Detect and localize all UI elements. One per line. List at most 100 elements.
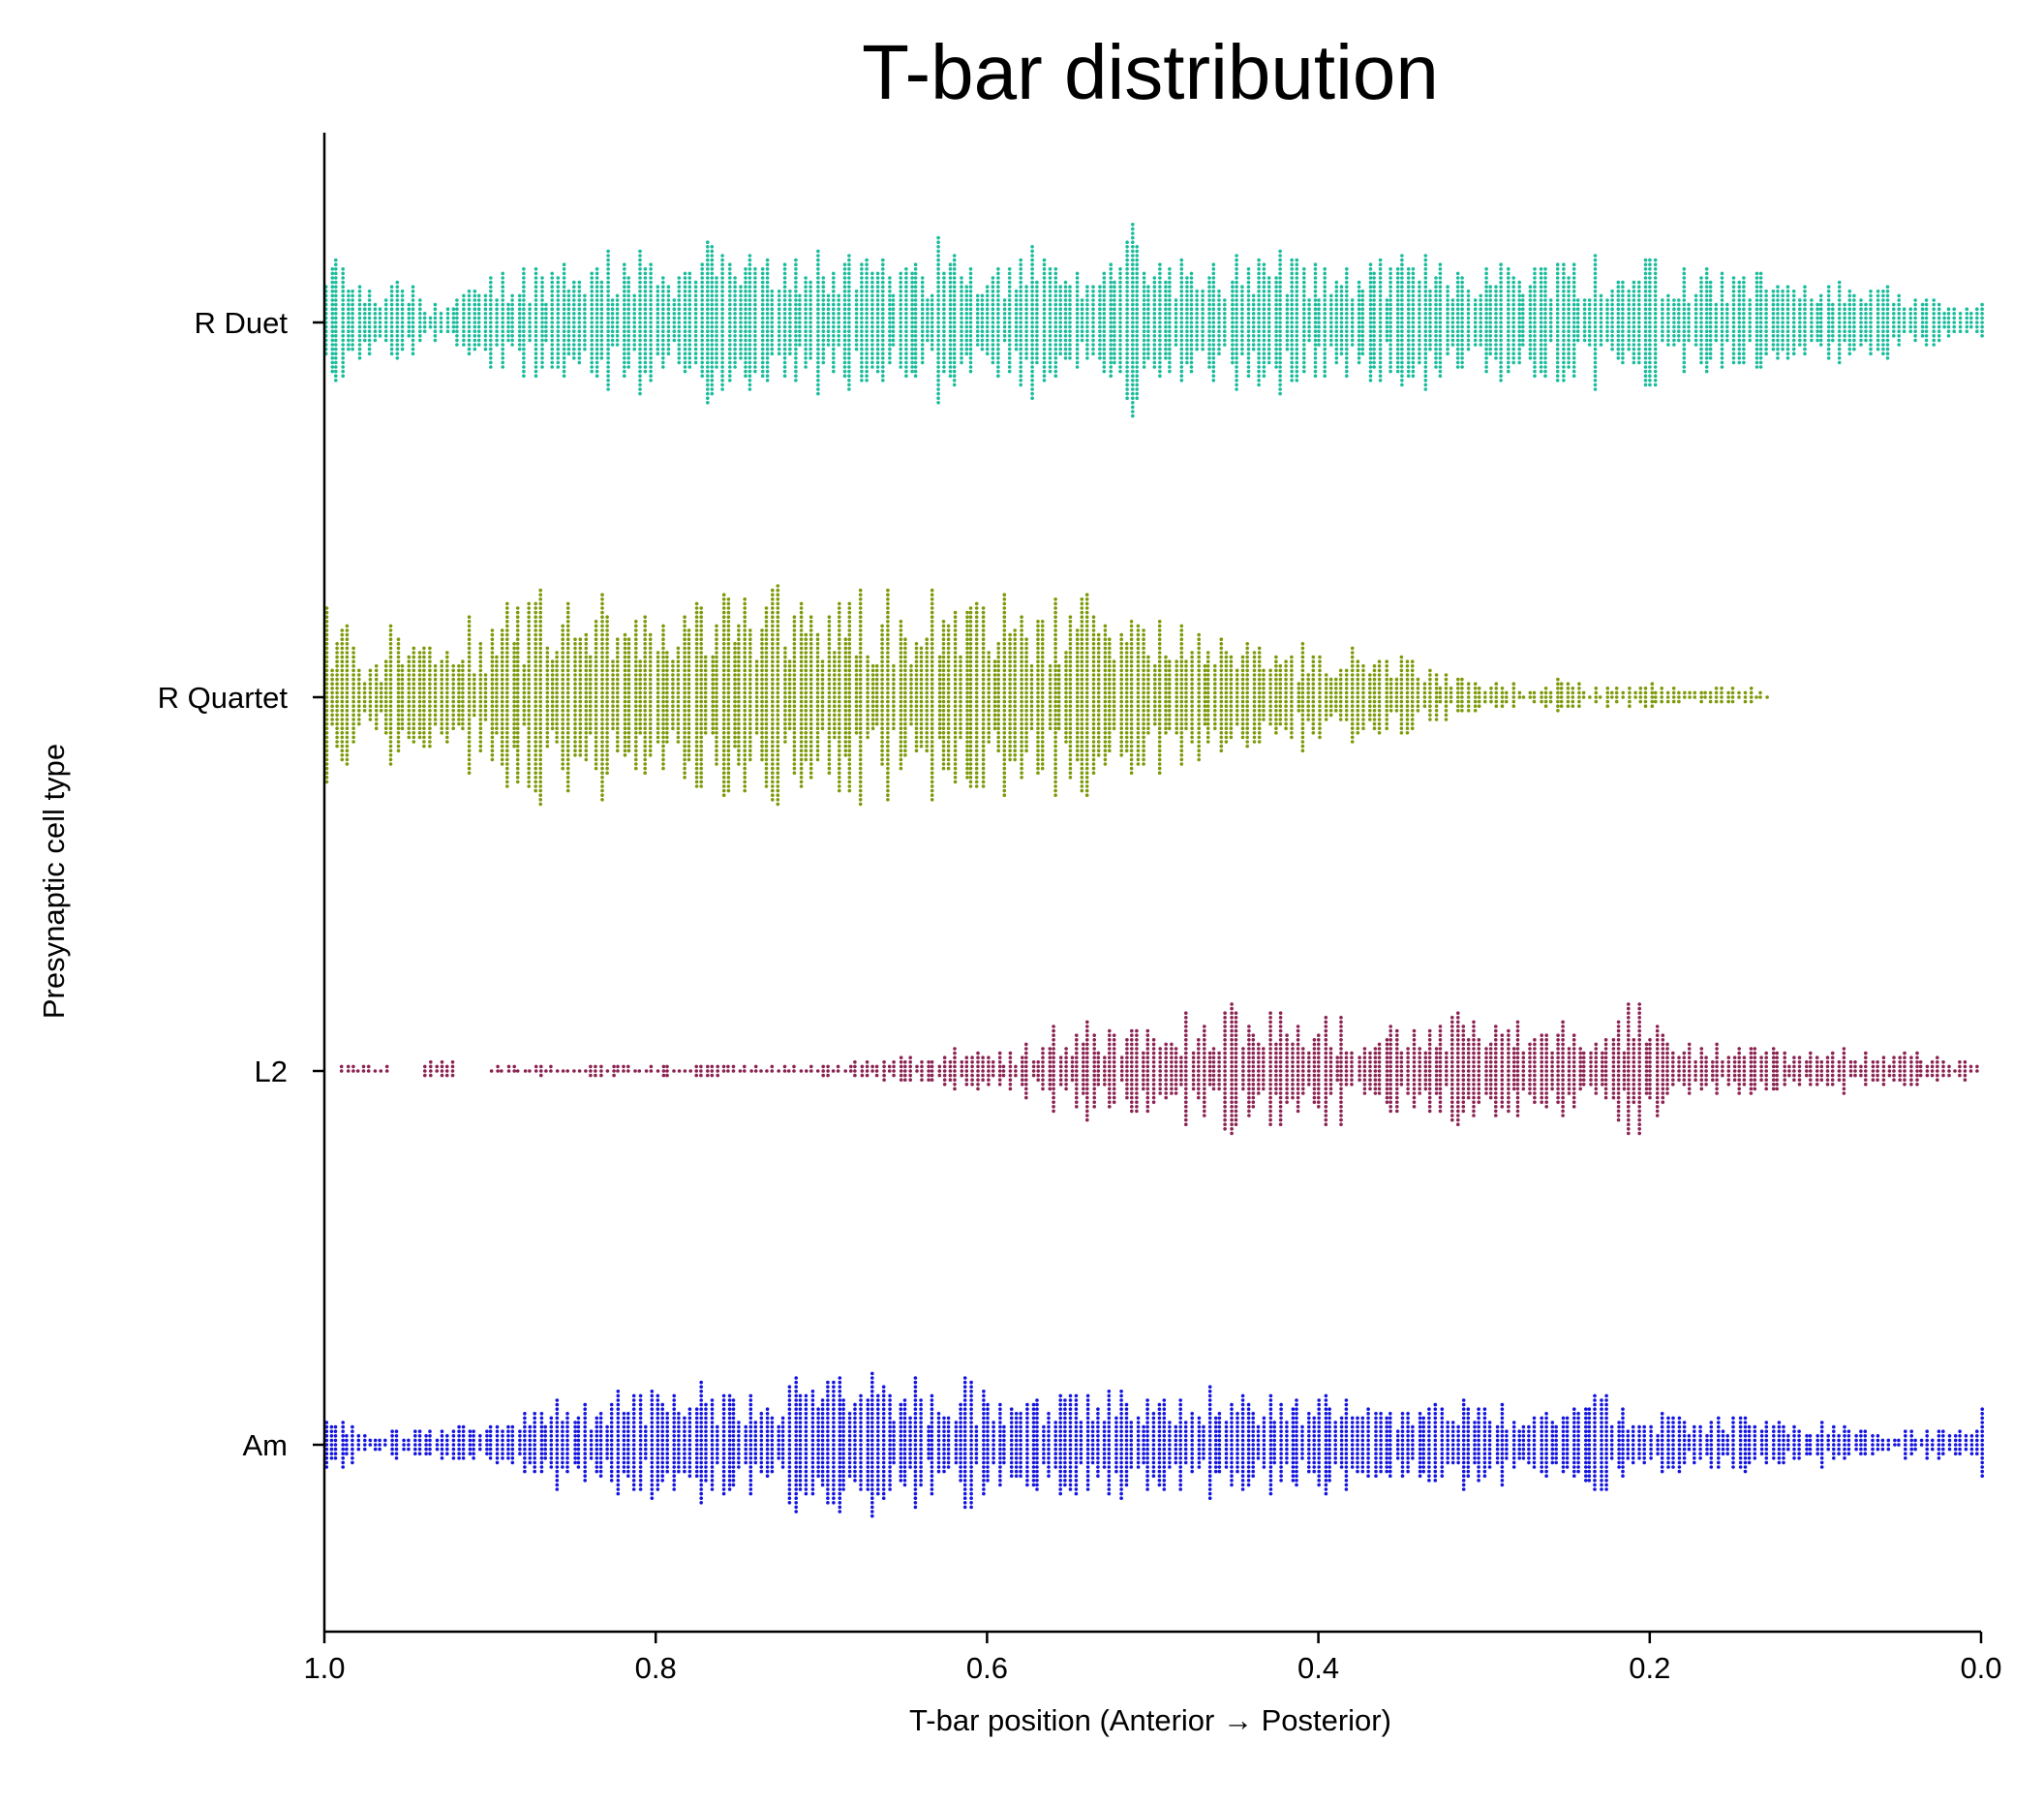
data-point [562,374,566,379]
data-point [1030,312,1034,316]
data-point [860,267,864,271]
data-point [1372,285,1376,290]
data-point [615,316,620,321]
data-point [930,321,934,324]
data-point [975,302,980,307]
data-point [881,343,885,347]
data-point [1567,307,1571,312]
data-point [991,338,995,343]
data-point [1257,356,1261,360]
data-point [747,334,752,338]
data-point [1048,369,1053,374]
data-point [638,258,642,262]
data-point [334,276,338,280]
data-point [577,329,582,334]
data-point [782,352,787,356]
data-point [980,293,985,298]
data-point [794,267,798,271]
data-point [649,280,653,285]
data-point [881,329,885,334]
data-point [1455,280,1460,285]
data-point [1290,338,1294,343]
data-point [1571,374,1576,379]
data-point [1610,324,1614,329]
data-point [765,343,770,347]
data-point [534,271,538,276]
data-point [842,312,847,316]
data-point [534,369,538,374]
data-point [837,316,840,321]
data-point [1643,321,1648,324]
data-point [1539,312,1543,316]
data-point [865,321,869,324]
data-point [476,293,481,298]
data-point [1339,312,1344,316]
data-point [728,271,732,276]
data-point [683,334,687,338]
data-point [1372,298,1376,302]
data-point [1035,356,1039,360]
data-point [455,334,459,338]
data-point [606,302,610,307]
data-point [528,302,532,307]
data-point [656,324,660,329]
data-point [710,334,715,338]
data-point [1460,365,1464,369]
data-point [595,276,599,280]
data-point [1400,360,1404,365]
data-point [577,360,582,365]
data-point [1484,285,1488,290]
data-point [960,334,963,338]
data-point [1217,343,1221,347]
data-point [1643,343,1648,347]
data-point [1042,343,1047,347]
data-point [1329,302,1333,307]
data-point [623,360,626,365]
data-point [706,321,710,324]
chart-title: T-bar distribution [862,29,1439,115]
data-point [610,334,615,338]
data-point [1195,343,1199,347]
data-point [610,302,615,307]
data-point [1257,352,1261,356]
data-point [1672,302,1676,307]
data-point [888,298,892,302]
data-point [904,280,908,285]
data-point [1142,298,1146,302]
data-point [1135,321,1139,324]
data-point [860,379,864,382]
data-point [489,316,493,321]
data-point [1517,347,1521,352]
data-point [1368,321,1373,324]
data-point [661,365,665,369]
data-point [1533,343,1537,347]
data-point [1274,312,1278,316]
data-point [1317,324,1321,329]
data-point [1014,338,1019,343]
data-point [395,321,400,324]
data-point [1539,356,1543,360]
data-point [1317,316,1321,321]
data-point [1211,271,1216,276]
data-point [1593,374,1598,379]
data-point [706,356,710,360]
data-point [683,316,687,321]
data-point [1307,302,1311,307]
data-point [1246,290,1251,293]
data-point [1152,360,1157,365]
data-point [1211,334,1216,338]
data-point [733,316,737,321]
data-point [952,382,957,387]
data-point [1423,324,1428,329]
data-point [952,271,957,276]
data-point [476,329,481,334]
data-point [501,352,504,356]
data-point [710,285,715,290]
data-point [489,321,493,324]
data-point [710,245,715,249]
data-point [649,302,653,307]
data-point [826,316,831,321]
data-point [753,352,757,356]
data-point [1460,343,1464,347]
data-point [1257,285,1261,290]
